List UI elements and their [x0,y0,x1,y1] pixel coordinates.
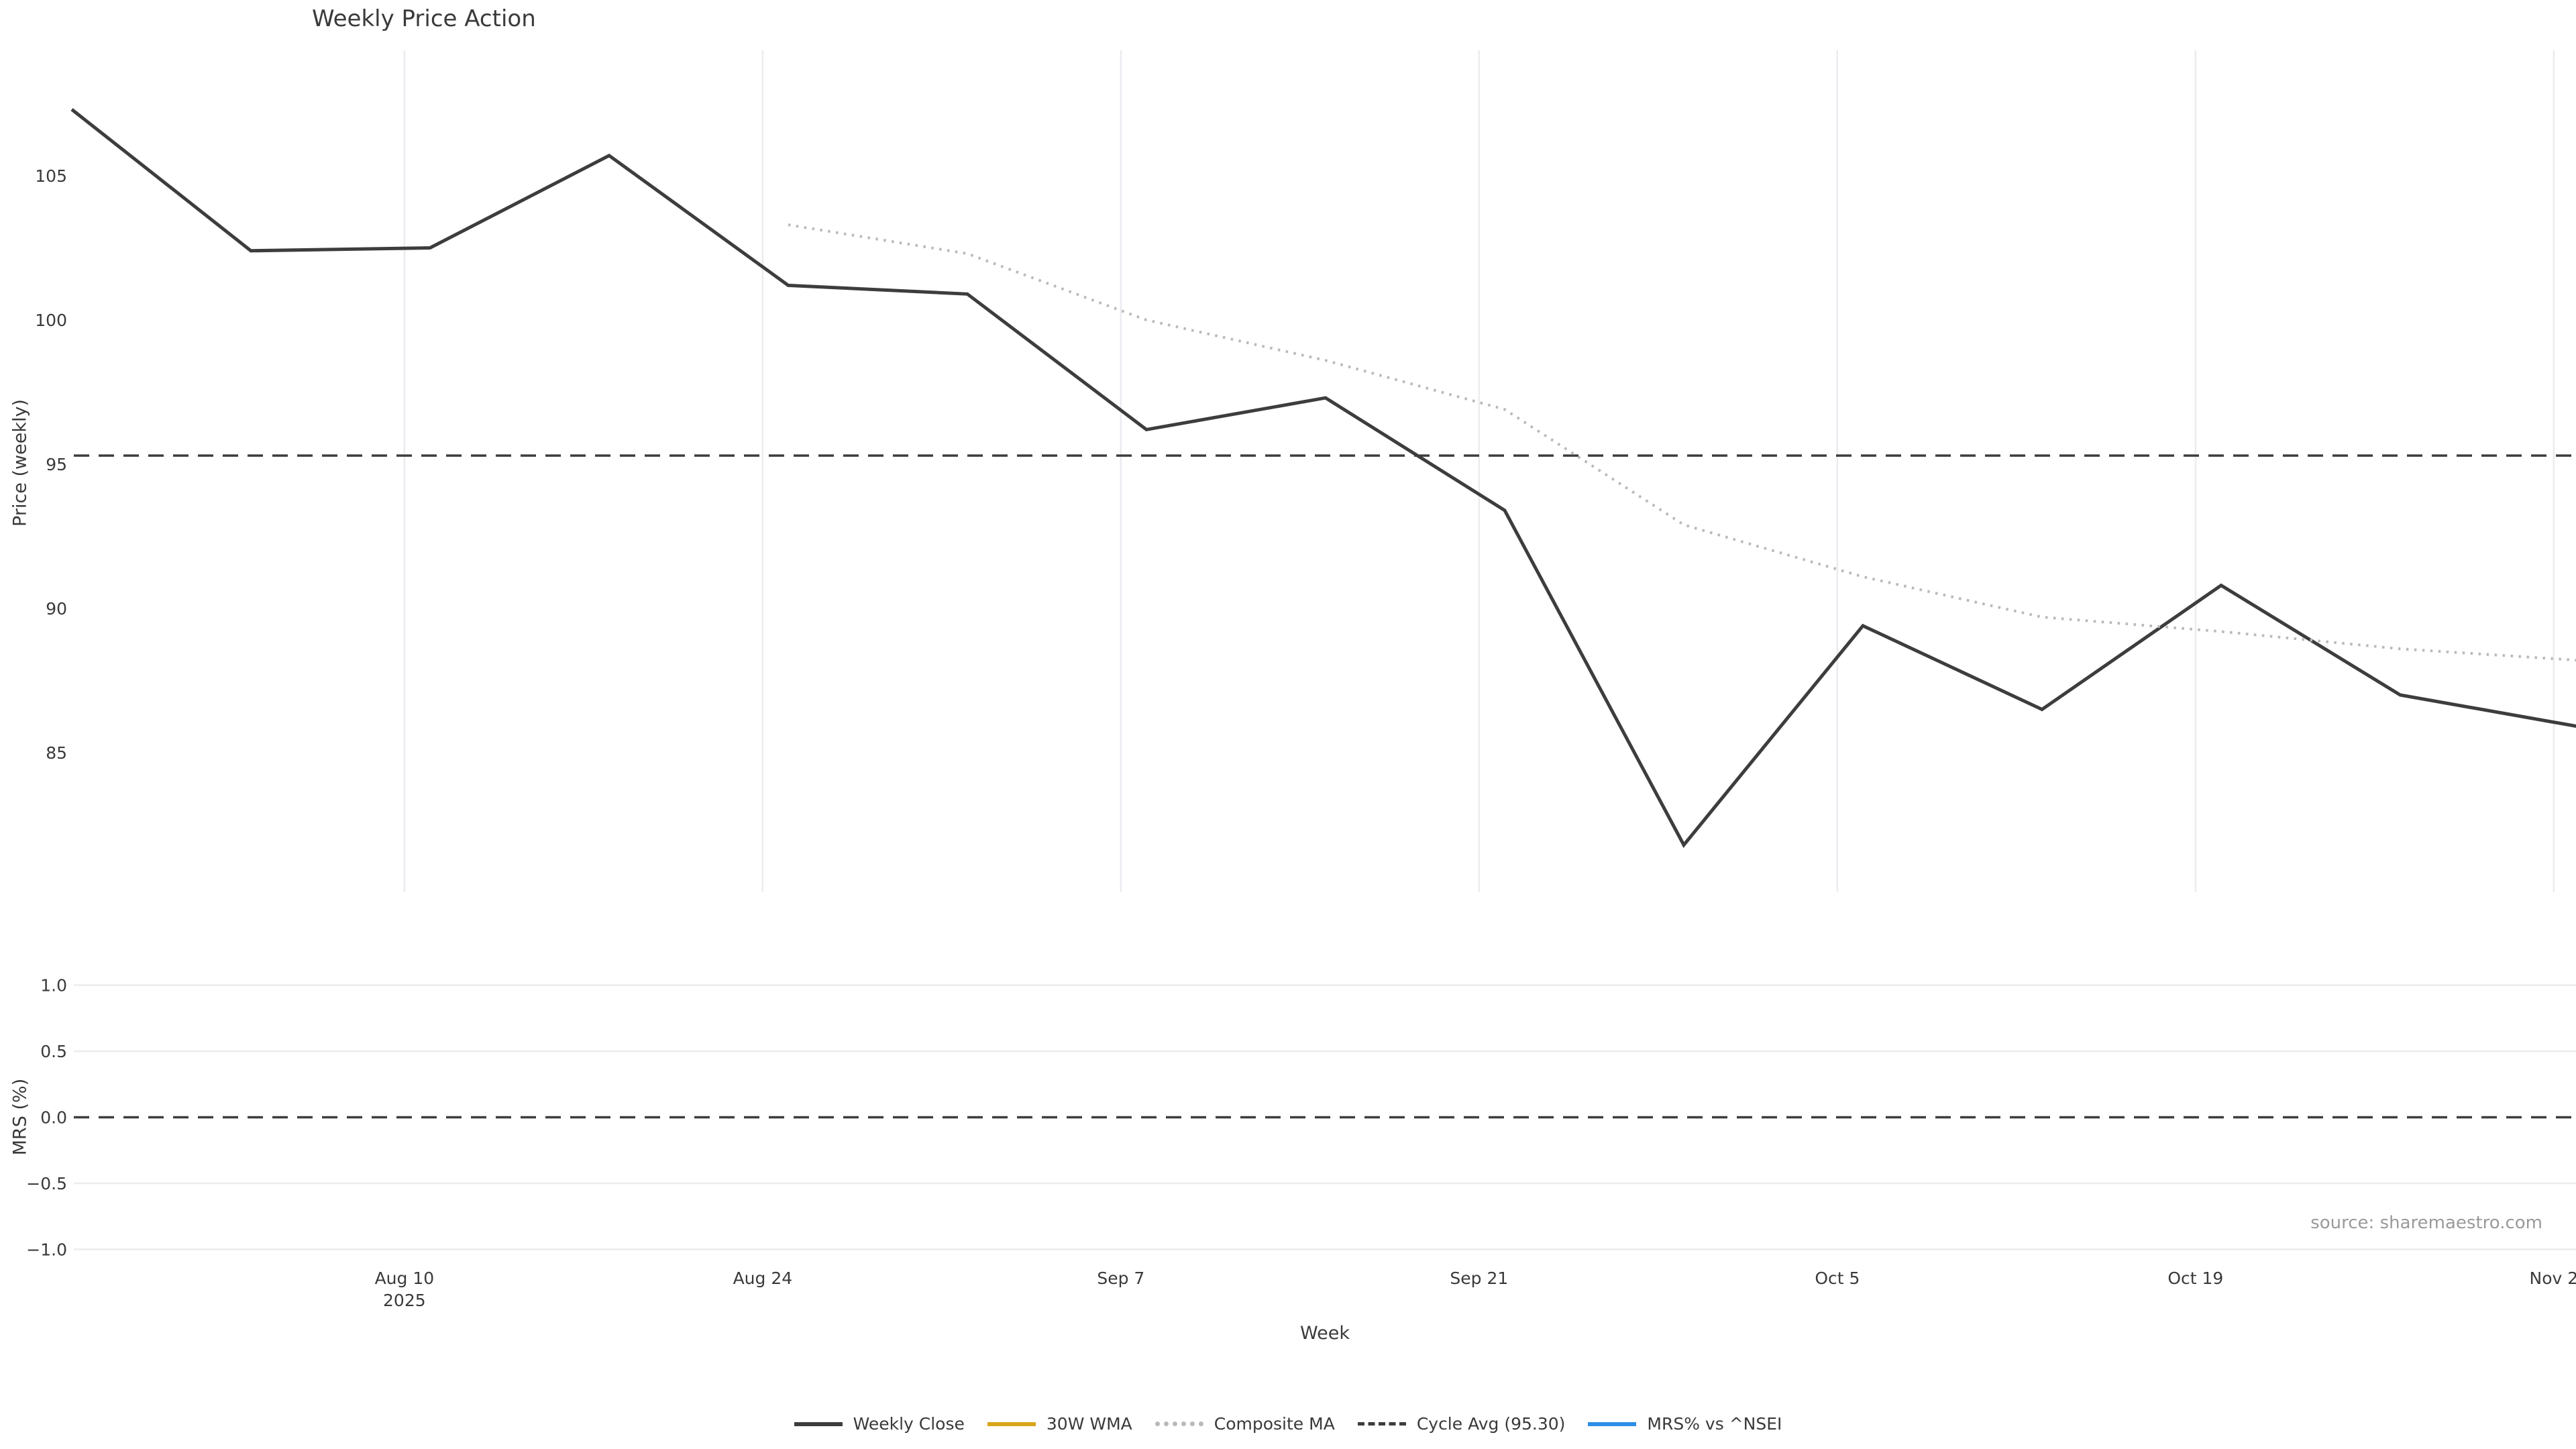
legend-label-cycle-avg-95-30: Cycle Avg (95.30) [1416,1414,1566,1434]
price-axis-label: Price (weekly) [9,399,31,527]
legend-item-composite-ma: Composite MA [1155,1414,1335,1434]
legend-item-weekly-close: Weekly Close [794,1414,965,1434]
series-line-weekly-close [70,108,2576,849]
price-tick-label: 105 [35,166,67,186]
legend-label-composite-ma: Composite MA [1214,1414,1335,1434]
x-tick-label: Aug 24 [733,1269,793,1288]
legend-line-sample-30w-wma [987,1421,1036,1426]
mrs-tick-label: 0.5 [40,1042,67,1061]
mrs-axis-label: MRS (%) [9,1078,31,1156]
x-tick-label: Sep 21 [1450,1269,1508,1288]
mrs-tick-label: 0.0 [40,1108,67,1128]
price-tick-label: 95 [46,455,67,474]
legend: Weekly Close 30W WMA Composite MA Cycle Avg… [0,1414,2576,1434]
reference-lines [74,454,2576,1119]
price-tick-label: 100 [35,311,67,330]
data-series [70,108,2576,849]
mrs-tick-label: −0.5 [26,1174,67,1193]
legend-item-30w-wma: 30W WMA [987,1414,1132,1434]
gridlines [74,50,2576,1250]
x-tick-label: Nov 2 [2530,1269,2576,1288]
legend-line-sample-cycle-avg-95-30 [1357,1422,1406,1426]
x-tick-label: Oct 5 [1815,1269,1860,1288]
legend-line-sample-mrs-vs-nsei [1588,1421,1637,1426]
price-tick-label: 90 [46,599,67,619]
x-tick-label: Sep 7 [1097,1269,1144,1288]
series-line-composite-ma [788,223,2576,662]
source-note: source: sharemaestro.com [2310,1213,2542,1233]
legend-item-cycle-avg-95-30: Cycle Avg (95.30) [1357,1414,1566,1434]
legend-label-weekly-close: Weekly Close [853,1414,965,1434]
legend-label-mrs-vs-nsei: MRS% vs ^NSEI [1647,1414,1782,1434]
mrs-tick-label: 1.0 [40,976,67,996]
tick-labels: Aug 10 2025 Aug 24 Sep 7 Sep 21 Oct 5 Oct 19 No… [26,166,2576,1310]
legend-item-mrs-vs-nsei: MRS% vs ^NSEI [1588,1414,1782,1434]
legend-line-sample-composite-ma [1155,1421,1203,1426]
mrs-tick-label: −1.0 [26,1240,67,1260]
x-tick-label: Oct 19 [2167,1269,2223,1288]
x-tick-year-label: 2025 [383,1291,426,1310]
legend-label-30w-wma: 30W WMA [1046,1414,1132,1434]
chart-title: Weekly Price Action [312,5,536,32]
x-tick-label: Aug 10 [375,1269,435,1288]
price-tick-label: 85 [46,743,67,763]
x-axis-label: Week [1300,1323,1350,1344]
legend-line-sample-weekly-close [794,1421,843,1426]
